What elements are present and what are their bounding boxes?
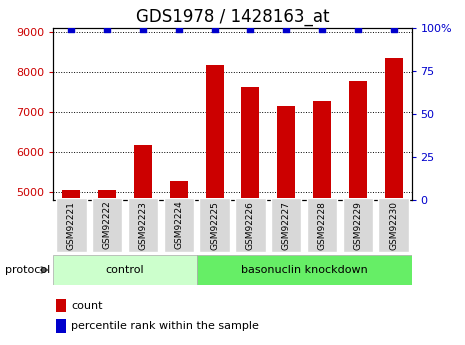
FancyBboxPatch shape — [53, 255, 197, 285]
Point — [67, 27, 75, 32]
Text: percentile rank within the sample: percentile rank within the sample — [71, 321, 259, 331]
Point — [211, 27, 218, 32]
Text: protocol: protocol — [5, 265, 50, 275]
FancyBboxPatch shape — [343, 198, 373, 252]
FancyBboxPatch shape — [92, 198, 122, 252]
Bar — [56, 319, 66, 333]
Point — [246, 27, 254, 32]
Bar — [206, 65, 224, 345]
Point — [175, 27, 182, 32]
Text: GSM92224: GSM92224 — [174, 201, 183, 249]
Text: control: control — [106, 265, 145, 275]
FancyBboxPatch shape — [197, 255, 412, 285]
FancyBboxPatch shape — [164, 198, 194, 252]
Bar — [98, 190, 116, 345]
Bar — [277, 106, 295, 345]
Title: GDS1978 / 1428163_at: GDS1978 / 1428163_at — [136, 8, 329, 26]
FancyBboxPatch shape — [128, 198, 158, 252]
Bar — [385, 58, 403, 345]
Bar — [62, 190, 80, 345]
Bar — [241, 87, 259, 345]
Point — [139, 27, 146, 32]
FancyBboxPatch shape — [307, 198, 337, 252]
Bar — [313, 101, 331, 345]
Point — [354, 27, 361, 32]
Point — [282, 27, 290, 32]
Bar — [170, 181, 188, 345]
Bar — [349, 81, 367, 345]
Point — [318, 27, 325, 32]
Text: GSM92227: GSM92227 — [282, 201, 291, 249]
FancyBboxPatch shape — [235, 198, 266, 252]
Text: GSM92222: GSM92222 — [103, 201, 112, 249]
Text: GSM92229: GSM92229 — [353, 201, 362, 249]
FancyBboxPatch shape — [199, 198, 230, 252]
Text: GSM92228: GSM92228 — [318, 201, 326, 249]
Point — [390, 27, 397, 32]
FancyBboxPatch shape — [271, 198, 301, 252]
Bar — [56, 299, 66, 312]
Text: GSM92223: GSM92223 — [139, 201, 147, 249]
Text: GSM92230: GSM92230 — [389, 200, 398, 250]
FancyBboxPatch shape — [379, 198, 409, 252]
Point — [103, 27, 111, 32]
Text: basonuclin knockdown: basonuclin knockdown — [241, 265, 367, 275]
Text: count: count — [71, 301, 102, 311]
Text: GSM92221: GSM92221 — [67, 201, 76, 249]
Text: GSM92226: GSM92226 — [246, 201, 255, 249]
Bar — [134, 145, 152, 345]
Text: GSM92225: GSM92225 — [210, 201, 219, 249]
FancyBboxPatch shape — [56, 198, 86, 252]
